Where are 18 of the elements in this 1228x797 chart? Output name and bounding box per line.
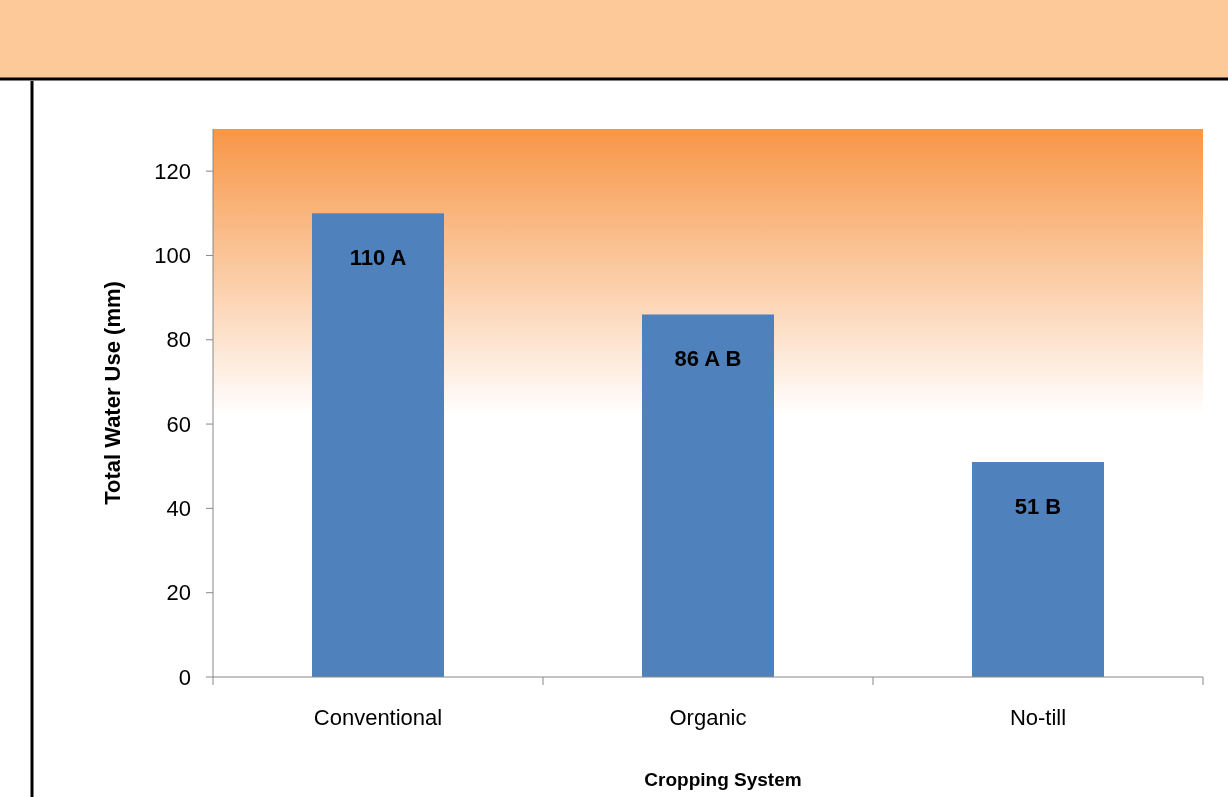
x-tick-label: Organic [669, 705, 747, 730]
y-tick-label: 80 [166, 327, 191, 353]
y-axis-title: Total Water Use (mm) [100, 281, 125, 505]
y-tick-label: 40 [166, 496, 191, 522]
x-tick-label: No-till [1009, 705, 1067, 730]
data-label: 51 B [1014, 494, 1062, 520]
bar [972, 462, 1104, 677]
y-tick-label: 120 [154, 158, 191, 184]
bar [642, 314, 774, 677]
data-label: 110 A [349, 245, 407, 271]
bar [312, 213, 444, 677]
y-tick-label: 60 [166, 411, 191, 437]
x-axis-title: Cropping System [644, 769, 802, 790]
y-tick-label: 20 [166, 580, 191, 606]
y-tick-label: 0 [178, 664, 191, 690]
y-tick-label: 100 [154, 243, 191, 269]
data-label: 86 A B [674, 346, 742, 372]
x-tick-label: Conventional [313, 705, 443, 730]
